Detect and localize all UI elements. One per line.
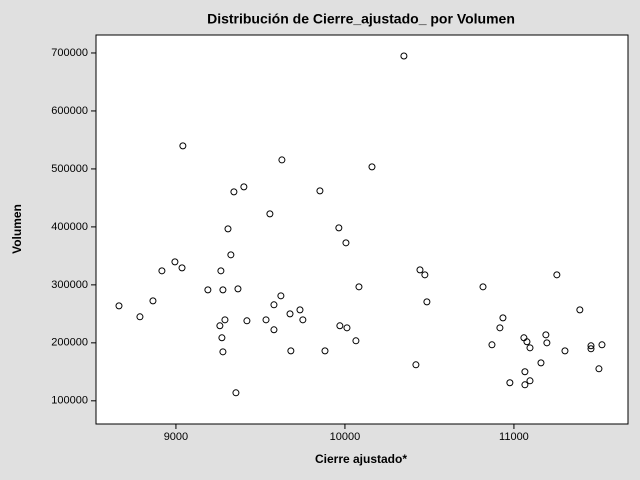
y-tick-label: 500000 [51,163,88,175]
point [149,297,157,305]
y-axis-label: Volumen [10,204,24,254]
y-tick-label: 700000 [51,47,88,59]
point [416,266,424,274]
point [240,183,248,191]
point [336,322,344,330]
point [421,271,429,279]
point [352,337,360,345]
point [335,224,343,232]
point [543,339,551,347]
x-tick-label: 11000 [499,431,529,443]
point [355,283,363,291]
point [115,302,123,310]
x-tick-label: 9000 [164,431,188,443]
point [278,156,286,164]
point [266,210,274,218]
point [343,324,351,332]
point [179,142,187,150]
point [521,368,529,376]
point [227,251,235,259]
x-tick-label: 10000 [330,431,361,443]
point [506,379,514,387]
point [286,310,294,318]
point [587,345,595,353]
point [158,267,166,275]
point [262,316,270,324]
point [296,306,304,314]
point [553,271,561,279]
point [136,313,144,321]
point [224,225,232,233]
point [499,314,507,322]
point [488,341,496,349]
point [178,264,186,272]
point [479,283,487,291]
point [270,301,278,309]
point [217,267,225,275]
point [587,342,595,350]
point [221,316,229,324]
point [270,326,278,334]
point [277,292,285,300]
point [537,359,545,367]
point [576,306,584,314]
point [598,341,606,349]
point [368,163,376,171]
point [234,285,242,293]
point [496,324,504,332]
point [316,187,324,195]
point [521,381,529,389]
point [342,239,350,247]
point [230,188,238,196]
point [299,316,307,324]
point [595,365,603,373]
point [216,322,224,330]
point [243,317,251,325]
point [523,338,531,346]
point [218,334,226,342]
point [204,286,212,294]
point [400,52,408,60]
point [526,344,534,352]
y-tick-label: 400000 [51,221,88,233]
point [561,347,569,355]
y-tick-label: 100000 [51,395,88,407]
point [321,347,329,355]
point [219,286,227,294]
y-tick-label: 200000 [51,337,88,349]
point [232,389,240,397]
point [287,347,295,355]
x-axis-label: Cierre ajustado* [315,452,407,466]
plot-area [95,34,629,425]
point [219,348,227,356]
y-tick-label: 600000 [51,105,88,117]
point [526,377,534,385]
point [542,331,550,339]
y-tick-label: 300000 [51,279,88,291]
chart-title: Distribución de Cierre_ajustado_ por Vol… [207,11,515,27]
point [412,361,420,369]
point [423,298,431,306]
point [171,258,179,266]
